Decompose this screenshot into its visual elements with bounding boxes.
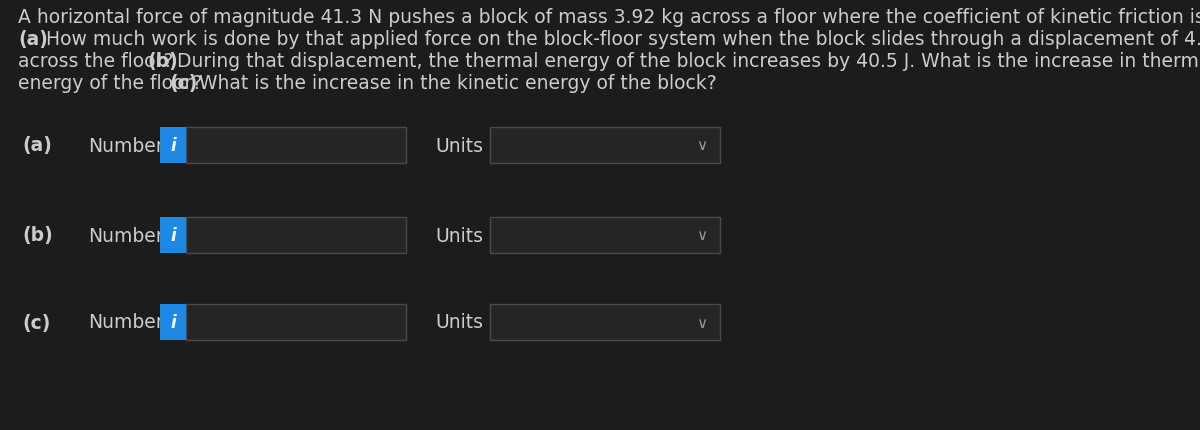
Bar: [490, 218, 720, 253]
Bar: [490, 304, 720, 340]
Text: ∨: ∨: [696, 228, 708, 243]
Text: across the floor?: across the floor?: [18, 52, 179, 71]
Bar: [186, 128, 406, 164]
Text: What is the increase in the kinetic energy of the block?: What is the increase in the kinetic ener…: [193, 74, 716, 93]
Text: ∨: ∨: [696, 315, 708, 330]
Text: i: i: [170, 137, 176, 155]
Bar: [186, 218, 406, 253]
Text: (c): (c): [22, 313, 50, 332]
Text: How much work is done by that applied force on the block-floor system when the b: How much work is done by that applied fo…: [40, 30, 1200, 49]
Text: (a): (a): [18, 30, 48, 49]
Text: Units: Units: [436, 313, 482, 332]
Text: i: i: [170, 227, 176, 244]
Text: (b): (b): [148, 52, 179, 71]
Text: Number: Number: [88, 313, 163, 332]
Text: Units: Units: [436, 226, 482, 245]
Text: (b): (b): [22, 226, 53, 245]
Text: ∨: ∨: [696, 138, 708, 153]
Bar: [160, 304, 186, 340]
Bar: [186, 304, 406, 340]
Text: (c): (c): [169, 74, 198, 93]
Text: i: i: [170, 313, 176, 331]
Text: Number: Number: [88, 226, 163, 245]
Text: A horizontal force of magnitude 41.3 N pushes a block of mass 3.92 kg across a f: A horizontal force of magnitude 41.3 N p…: [18, 8, 1200, 27]
Text: Number: Number: [88, 136, 163, 155]
Text: (a): (a): [22, 136, 52, 155]
Bar: [160, 218, 186, 253]
Text: energy of the floor?: energy of the floor?: [18, 74, 209, 93]
Bar: [160, 128, 186, 164]
Bar: [490, 128, 720, 164]
Text: During that displacement, the thermal energy of the block increases by 40.5 J. W: During that displacement, the thermal en…: [172, 52, 1200, 71]
Text: Units: Units: [436, 136, 482, 155]
